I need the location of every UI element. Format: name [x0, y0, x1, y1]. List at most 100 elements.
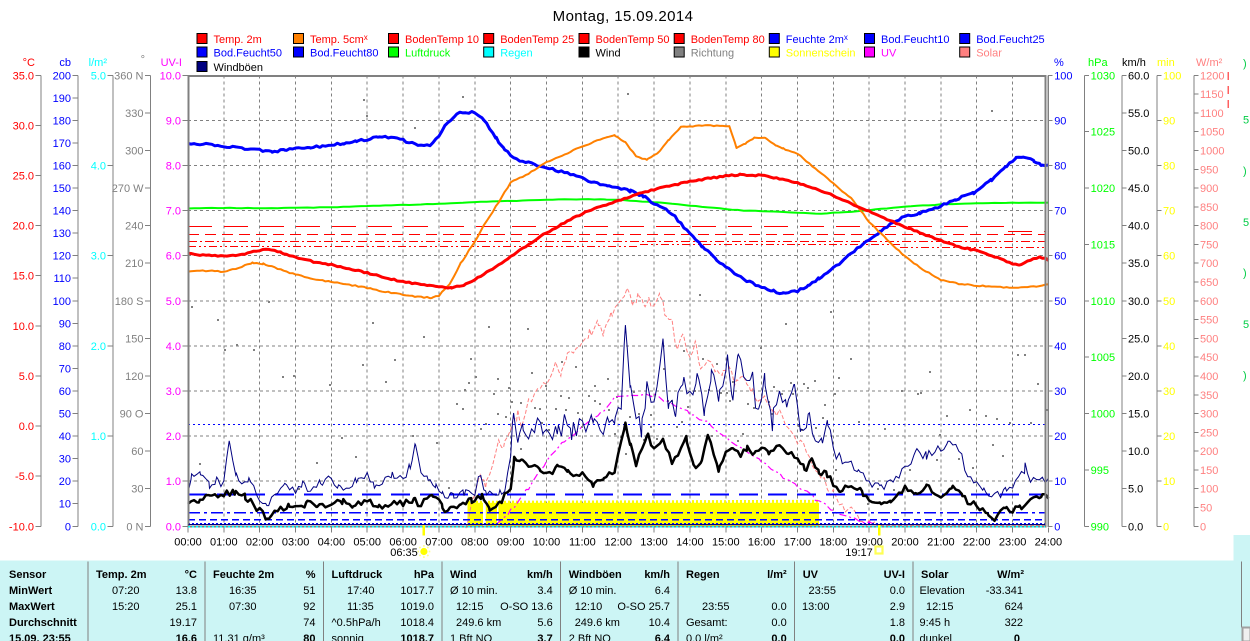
svg-text:350: 350 — [1200, 390, 1218, 402]
svg-text:11:35: 11:35 — [347, 601, 374, 613]
svg-text:Richtung: Richtung — [691, 48, 734, 60]
svg-text:40: 40 — [1163, 341, 1175, 353]
svg-text:15:00: 15:00 — [712, 537, 740, 549]
svg-text:160: 160 — [53, 161, 71, 173]
svg-text:): ) — [1243, 58, 1247, 70]
svg-text:80: 80 — [1054, 161, 1066, 173]
svg-text:16:35: 16:35 — [229, 585, 257, 597]
svg-text:50.0: 50.0 — [1128, 146, 1149, 158]
svg-text:11.31 g/m³: 11.31 g/m³ — [213, 633, 265, 641]
svg-text:0: 0 — [1054, 521, 1060, 533]
svg-text:25.1: 25.1 — [176, 601, 197, 613]
svg-text:80: 80 — [1163, 161, 1175, 173]
svg-text:3.4: 3.4 — [537, 585, 552, 597]
svg-text:UV: UV — [881, 48, 897, 60]
svg-text:0: 0 — [1163, 521, 1169, 533]
svg-text:120: 120 — [53, 251, 71, 263]
svg-text:3.7: 3.7 — [537, 633, 552, 641]
svg-text:min: min — [1157, 57, 1175, 69]
svg-text:12:15: 12:15 — [456, 601, 484, 613]
svg-text:dunkel: dunkel — [920, 633, 952, 641]
svg-text:5.0: 5.0 — [19, 371, 34, 383]
svg-text:Montag, 15.09.2014: Montag, 15.09.2014 — [553, 8, 694, 25]
svg-text:0: 0 — [1014, 633, 1020, 641]
svg-text:Sonnenschein: Sonnenschein — [786, 48, 856, 60]
svg-text:%: % — [306, 569, 316, 581]
svg-text:249.6 km: 249.6 km — [575, 617, 620, 629]
svg-text:2.9: 2.9 — [890, 601, 905, 613]
svg-text:150: 150 — [53, 183, 71, 195]
svg-text:12:10: 12:10 — [575, 601, 603, 613]
svg-text:110: 110 — [53, 273, 71, 285]
svg-text:10.4: 10.4 — [649, 617, 670, 629]
svg-text:74: 74 — [303, 617, 315, 629]
svg-text:0: 0 — [65, 521, 71, 533]
svg-text:70: 70 — [1054, 206, 1066, 218]
svg-text:90: 90 — [59, 318, 71, 330]
svg-text:00:00: 00:00 — [174, 537, 202, 549]
svg-text:BodenTemp 25: BodenTemp 25 — [500, 34, 574, 46]
svg-text:1.0: 1.0 — [166, 476, 181, 488]
svg-text:0.0: 0.0 — [91, 521, 106, 533]
svg-text:1017.7: 1017.7 — [400, 585, 434, 597]
svg-text:Temp. 2m: Temp. 2m — [214, 34, 262, 46]
svg-text:UV-I: UV-I — [161, 57, 182, 69]
svg-text:624: 624 — [1005, 601, 1023, 613]
svg-text:13:00: 13:00 — [640, 537, 668, 549]
svg-text:35.0: 35.0 — [13, 70, 34, 82]
svg-text:15.0: 15.0 — [13, 271, 34, 283]
svg-text:190: 190 — [53, 93, 71, 105]
svg-text:750: 750 — [1200, 239, 1218, 251]
svg-text:60: 60 — [1054, 251, 1066, 263]
svg-text:5.0: 5.0 — [91, 70, 106, 82]
svg-text:O-SO 25.7: O-SO 25.7 — [617, 601, 670, 613]
svg-text:60: 60 — [59, 386, 71, 398]
svg-text:W/m²: W/m² — [1196, 57, 1223, 69]
svg-text:60.0: 60.0 — [1128, 70, 1149, 82]
svg-text:-5.0: -5.0 — [15, 471, 34, 483]
svg-text:30: 30 — [59, 454, 71, 466]
svg-text:6.0: 6.0 — [166, 251, 181, 263]
svg-text:550: 550 — [1200, 315, 1218, 327]
svg-text:300: 300 — [1200, 409, 1218, 421]
svg-text:990: 990 — [1091, 521, 1109, 533]
svg-text:45.0: 45.0 — [1128, 183, 1149, 195]
svg-text:100: 100 — [53, 296, 71, 308]
svg-text:270 W: 270 W — [112, 183, 144, 195]
svg-text:km/h: km/h — [644, 569, 670, 581]
svg-text:Regen: Regen — [686, 569, 720, 581]
svg-text:0 N: 0 N — [126, 521, 143, 533]
svg-text:9.0: 9.0 — [166, 115, 181, 127]
svg-text:40: 40 — [1054, 341, 1066, 353]
svg-text:140: 140 — [53, 206, 71, 218]
svg-text:92: 92 — [303, 601, 315, 613]
svg-text:20: 20 — [1054, 431, 1066, 443]
svg-text:0.0: 0.0 — [771, 601, 786, 613]
svg-text:10.0: 10.0 — [13, 321, 34, 333]
svg-text:Elevation: Elevation — [920, 585, 965, 597]
svg-text:0: 0 — [1200, 521, 1206, 533]
svg-text:80: 80 — [59, 341, 71, 353]
svg-text:3.0: 3.0 — [91, 251, 106, 263]
svg-text:15:20: 15:20 — [112, 601, 140, 613]
svg-text:Regen: Regen — [500, 48, 532, 60]
svg-text:Windböen: Windböen — [569, 569, 622, 581]
svg-text:10:00: 10:00 — [533, 537, 561, 549]
svg-text:12:00: 12:00 — [604, 537, 632, 549]
svg-text:90 O: 90 O — [120, 409, 144, 421]
svg-text:BodenTemp 10: BodenTemp 10 — [405, 34, 479, 46]
svg-text:°: ° — [141, 54, 145, 66]
svg-text:): ) — [1243, 370, 1247, 382]
svg-text:01:00: 01:00 — [210, 537, 238, 549]
svg-text:70: 70 — [1163, 206, 1175, 218]
svg-text:950: 950 — [1200, 164, 1218, 176]
svg-text:1000: 1000 — [1200, 146, 1224, 158]
svg-text:5.6: 5.6 — [537, 617, 552, 629]
svg-text:500: 500 — [1200, 333, 1218, 345]
svg-text:W/m²: W/m² — [997, 569, 1024, 581]
svg-text:-33.341: -33.341 — [986, 585, 1023, 597]
svg-text:90: 90 — [1163, 115, 1175, 127]
svg-text:0.0: 0.0 — [166, 521, 181, 533]
svg-text:10: 10 — [1054, 476, 1066, 488]
svg-text:1020: 1020 — [1091, 183, 1115, 195]
